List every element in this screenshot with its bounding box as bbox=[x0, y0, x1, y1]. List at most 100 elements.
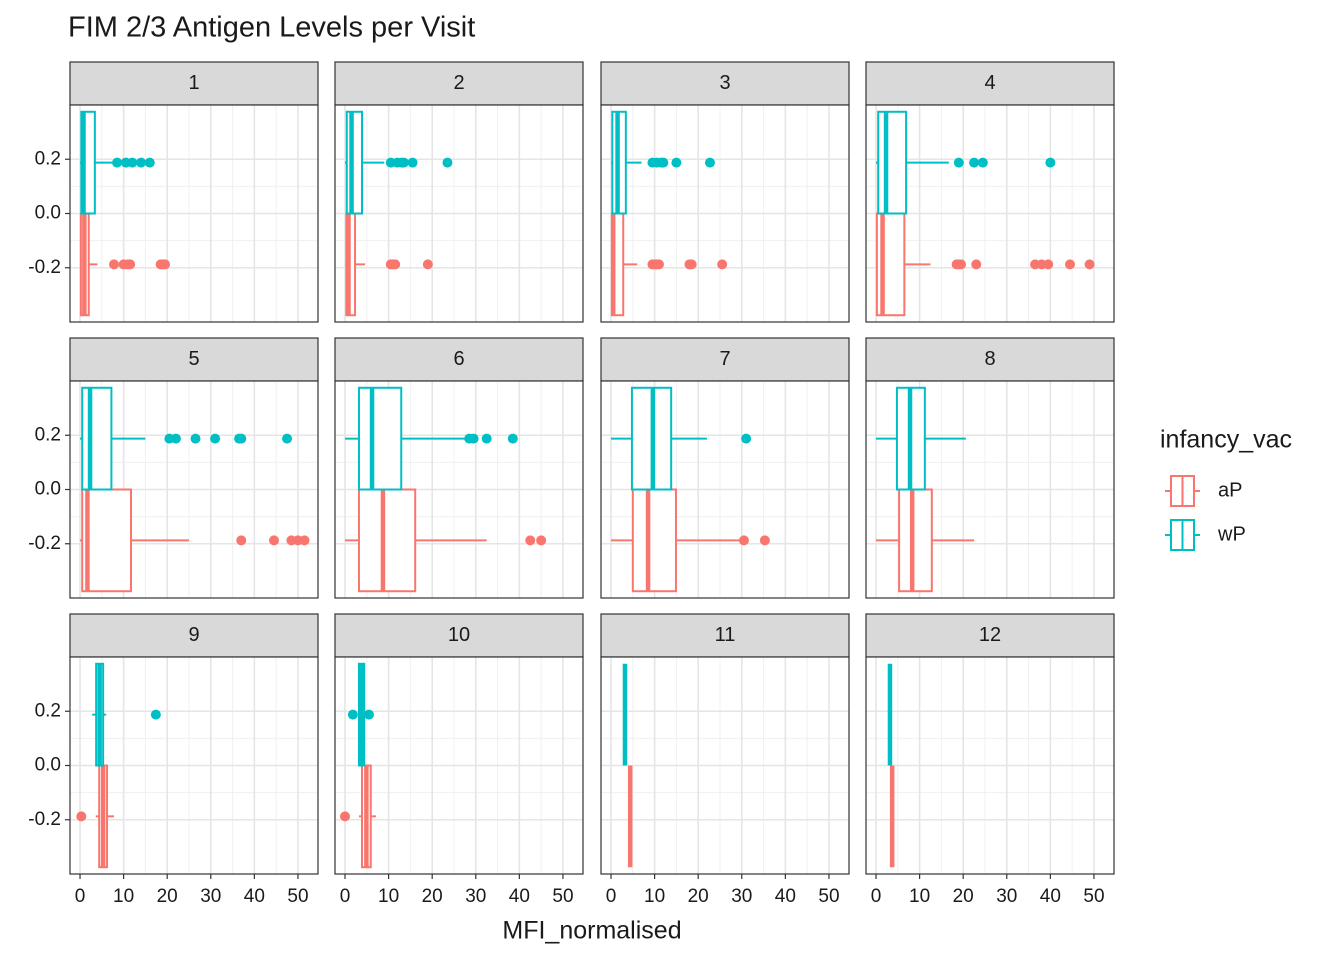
strip bbox=[865, 61, 1115, 106]
x-tick-label: 20 bbox=[157, 886, 178, 907]
outlier bbox=[956, 259, 967, 270]
strip-label: 3 bbox=[719, 72, 730, 94]
x-tick-label: 0 bbox=[340, 886, 351, 907]
strip bbox=[69, 613, 319, 658]
outlier bbox=[971, 259, 982, 270]
strip-label: 11 bbox=[715, 624, 736, 646]
panel-border bbox=[600, 104, 850, 323]
panel-border bbox=[865, 656, 1115, 875]
outlier bbox=[704, 157, 715, 168]
outlier bbox=[953, 157, 964, 168]
outlier bbox=[282, 433, 293, 444]
outlier bbox=[210, 433, 221, 444]
strip bbox=[334, 61, 584, 106]
strip-label: 2 bbox=[453, 72, 464, 94]
strip bbox=[334, 337, 584, 382]
strip bbox=[334, 613, 584, 658]
strip bbox=[865, 337, 1115, 382]
y-tick-label: 0.2 bbox=[35, 148, 61, 169]
x-tick-label: 30 bbox=[200, 886, 221, 907]
x-tick-label: 50 bbox=[818, 886, 839, 907]
outlier bbox=[1084, 259, 1095, 270]
x-tick-label: 30 bbox=[996, 886, 1017, 907]
outlier bbox=[160, 259, 171, 270]
outlier bbox=[76, 811, 87, 822]
x-tick-label: 0 bbox=[871, 886, 882, 907]
x-tick-label: 50 bbox=[552, 886, 573, 907]
strip-label: 12 bbox=[979, 624, 1001, 646]
outlier bbox=[422, 259, 433, 270]
strip bbox=[865, 613, 1115, 658]
strip-label: 8 bbox=[984, 348, 995, 370]
outlier bbox=[741, 433, 752, 444]
x-tick-label: 30 bbox=[731, 886, 752, 907]
strip-label: 7 bbox=[719, 348, 730, 370]
strip-label: 9 bbox=[188, 624, 199, 646]
strip bbox=[69, 61, 319, 106]
x-tick-label: 20 bbox=[688, 886, 709, 907]
outlier bbox=[686, 259, 697, 270]
outlier bbox=[112, 157, 123, 168]
legend-label: aP bbox=[1218, 479, 1242, 501]
outlier bbox=[150, 709, 161, 720]
x-tick-label: 0 bbox=[606, 886, 617, 907]
legend-title: infancy_vac bbox=[1160, 426, 1292, 454]
outlier bbox=[190, 433, 201, 444]
x-tick-label: 50 bbox=[287, 886, 308, 907]
x-tick-label: 10 bbox=[378, 886, 399, 907]
outlier bbox=[407, 157, 418, 168]
strip-label: 5 bbox=[188, 348, 199, 370]
outlier bbox=[340, 811, 351, 822]
panel-border bbox=[600, 380, 850, 599]
box bbox=[81, 488, 133, 593]
outlier bbox=[125, 259, 136, 270]
panel-border bbox=[600, 656, 850, 875]
strip bbox=[600, 61, 850, 106]
y-tick-label: -0.2 bbox=[28, 257, 61, 278]
strip bbox=[600, 613, 850, 658]
outlier bbox=[136, 157, 147, 168]
x-tick-label: 20 bbox=[422, 886, 443, 907]
box bbox=[898, 488, 933, 593]
strip-label: 10 bbox=[448, 624, 470, 646]
outlier bbox=[236, 535, 247, 546]
outlier bbox=[1064, 259, 1075, 270]
y-tick-label: -0.2 bbox=[28, 809, 61, 830]
chart-title: FIM 2/3 Antigen Levels per Visit bbox=[68, 12, 475, 44]
box bbox=[357, 488, 417, 593]
panel-border bbox=[334, 380, 584, 599]
strip bbox=[69, 337, 319, 382]
legend-label: wP bbox=[1217, 523, 1246, 545]
box bbox=[81, 386, 113, 491]
box bbox=[345, 110, 364, 215]
outlier bbox=[236, 433, 247, 444]
outlier bbox=[1043, 259, 1054, 270]
outlier bbox=[170, 433, 181, 444]
outlier bbox=[390, 259, 401, 270]
x-tick-label: 40 bbox=[509, 886, 530, 907]
outlier bbox=[507, 433, 518, 444]
outlier bbox=[127, 157, 138, 168]
outlier bbox=[109, 259, 120, 270]
x-tick-label: 20 bbox=[953, 886, 974, 907]
y-tick-label: 0.0 bbox=[35, 479, 61, 500]
outlier bbox=[536, 535, 547, 546]
y-tick-label: 0.0 bbox=[35, 755, 61, 776]
strip-label: 1 bbox=[188, 72, 199, 94]
strip-label: 6 bbox=[453, 348, 464, 370]
panel-border bbox=[334, 656, 584, 875]
panel-border bbox=[865, 104, 1115, 323]
outlier bbox=[717, 259, 728, 270]
outlier bbox=[481, 433, 492, 444]
outlier bbox=[1045, 157, 1056, 168]
y-tick-label: 0.2 bbox=[35, 424, 61, 445]
strip bbox=[600, 337, 850, 382]
x-tick-label: 0 bbox=[75, 886, 86, 907]
panel-border bbox=[334, 104, 584, 323]
outlier bbox=[299, 535, 310, 546]
outlier bbox=[738, 535, 749, 546]
outlier bbox=[969, 157, 980, 168]
box bbox=[877, 110, 908, 215]
y-tick-label: -0.2 bbox=[28, 533, 61, 554]
